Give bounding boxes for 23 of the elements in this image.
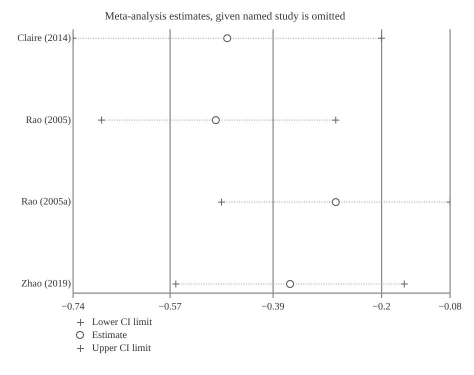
point	[172, 280, 180, 288]
point	[332, 198, 340, 206]
y-tick-label: Claire (2014)	[17, 32, 71, 44]
legend-label: Estimate	[92, 330, 127, 340]
legend-label: Upper CI limit	[92, 342, 151, 354]
x-tick-label: −0.57	[158, 302, 182, 313]
point	[98, 116, 106, 124]
x-tick-label: −0.39	[261, 302, 284, 313]
x-tick-label: −0.08	[438, 302, 462, 313]
x-tick-label: −0.2	[372, 302, 391, 313]
point	[212, 116, 220, 124]
y-tick-label: Rao (2005)	[26, 114, 71, 126]
point	[400, 280, 408, 288]
point	[332, 116, 340, 124]
x-tick-label: −0.74	[61, 302, 85, 313]
y-tick-label: Rao (2005a)	[21, 196, 71, 208]
point	[223, 34, 232, 42]
chart-title: Meta-analysis estimates, given named study is omitted	[104, 10, 346, 22]
y-tick-label: Zhao (2019)	[21, 278, 71, 290]
point	[377, 34, 386, 42]
point	[218, 198, 226, 206]
point	[286, 280, 294, 288]
legend-label: Lower CI limit	[92, 316, 152, 328]
